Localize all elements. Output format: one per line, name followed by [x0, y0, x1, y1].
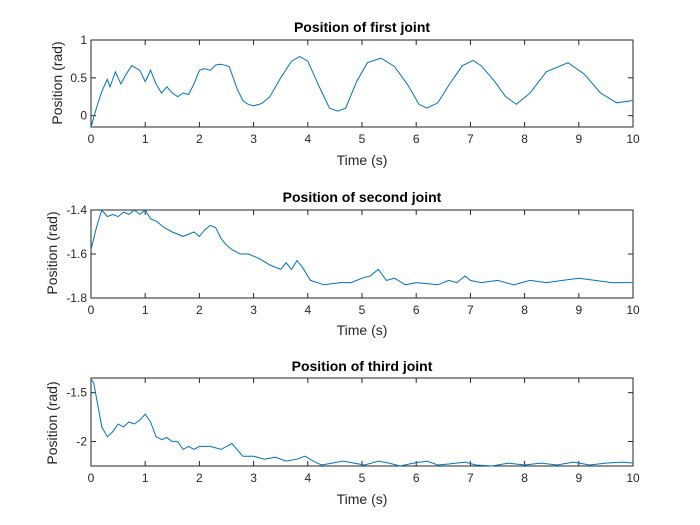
x-tick-label: 4: [304, 471, 311, 485]
x-tick-label: 5: [359, 471, 366, 485]
x-tick-label: 6: [413, 303, 420, 317]
x-tick-label: 4: [304, 303, 311, 317]
x-tick-label: 10: [626, 471, 640, 485]
x-tick-label: 0: [88, 471, 95, 485]
x-tick-label: 3: [250, 303, 257, 317]
x-tick-label: 4: [304, 132, 311, 146]
x-tick-label: 5: [359, 132, 366, 146]
x-tick-label: 1: [142, 471, 149, 485]
subplot-first-joint: Position of first joint Time (s) Positio…: [49, 19, 430, 168]
x-tick-label: 8: [521, 471, 528, 485]
y-tick-label: -1.4: [66, 203, 87, 217]
x-tick-label: 6: [413, 471, 420, 485]
x-tick-label: 7: [467, 471, 474, 485]
series-line: [90, 56, 634, 128]
x-axis-label: Time (s): [337, 491, 388, 507]
y-axis-label: Position (rad): [44, 381, 60, 464]
plot-title: Position of second joint: [283, 189, 442, 205]
x-tick-label: 9: [575, 471, 582, 485]
x-tick-label: 8: [521, 303, 528, 317]
plot-title: Position of third joint: [292, 358, 433, 374]
x-tick-label: 1: [142, 132, 149, 146]
series-line: [90, 378, 634, 467]
x-tick-label: 10: [626, 303, 640, 317]
y-tick-label: 1: [80, 33, 87, 47]
x-tick-label: 10: [626, 132, 640, 146]
x-tick-label: 2: [196, 132, 203, 146]
y-tick-label: 0.5: [70, 71, 87, 85]
x-tick-label: 3: [250, 132, 257, 146]
axes-3: 0 1 2 3 4 5 6 7 8 9 10 -2 -1.5: [66, 377, 640, 485]
subplot-second-joint: Position of second joint Time (s) Positi…: [44, 189, 442, 338]
axes-2: 0 1 2 3 4 5 6 7 8 9 10 -1.8 -1.6 -1.4: [66, 203, 640, 317]
y-tick-label: -1.8: [66, 291, 87, 305]
x-tick-label: 0: [88, 132, 95, 146]
y-tick-label: -1.5: [66, 386, 87, 400]
y-axis-label: Position (rad): [49, 41, 65, 124]
y-tick-label: -2: [76, 435, 87, 449]
x-tick-label: 9: [575, 303, 582, 317]
y-tick-label: -1.6: [66, 247, 87, 261]
y-tick-label: 0: [80, 109, 87, 123]
x-tick-label: 5: [359, 303, 366, 317]
subplot-third-joint: Position of third joint Time (s) Positio…: [44, 358, 433, 507]
y-axis-label: Position (rad): [44, 211, 60, 294]
x-tick-label: 7: [467, 303, 474, 317]
x-tick-label: 8: [521, 132, 528, 146]
x-axis-label: Time (s): [337, 322, 388, 338]
series-line: [90, 208, 633, 286]
x-tick-label: 3: [250, 471, 257, 485]
x-axis-label: Time (s): [337, 152, 388, 168]
plot-title: Position of first joint: [294, 19, 430, 35]
x-tick-label: 0: [88, 303, 95, 317]
x-tick-label: 7: [467, 132, 474, 146]
x-tick-label: 6: [413, 132, 420, 146]
x-tick-label: 9: [575, 132, 582, 146]
x-tick-label: 2: [196, 303, 203, 317]
axes-1: 0 1 2 3 4 5 6 7 8 9 10 0 0.5 1: [70, 33, 640, 146]
x-tick-label: 2: [196, 471, 203, 485]
x-tick-label: 1: [142, 303, 149, 317]
